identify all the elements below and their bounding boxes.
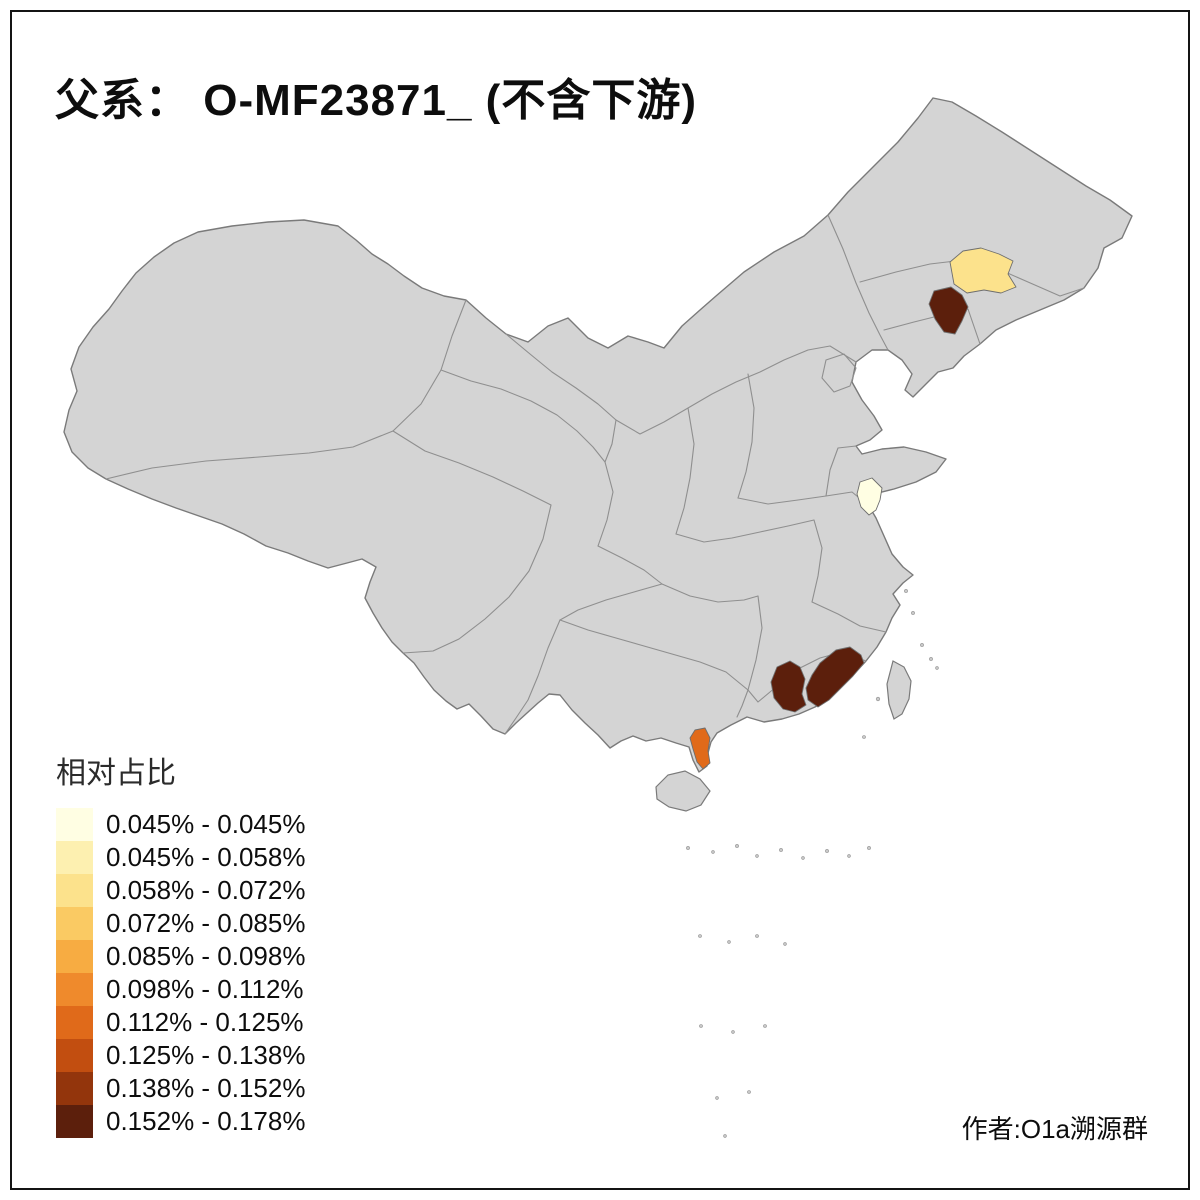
legend-row: 0.112% - 0.125% <box>56 1006 305 1039</box>
china-mainland <box>63 97 1133 773</box>
province-border <box>597 461 614 547</box>
small-islands <box>686 589 939 1138</box>
province-border <box>505 333 617 421</box>
region-leizhou-orange <box>689 727 711 770</box>
legend-row: 0.045% - 0.058% <box>56 841 305 874</box>
province-border <box>559 619 749 691</box>
legend-label: 0.085% - 0.098% <box>106 941 306 971</box>
legend-swatch <box>56 1105 93 1138</box>
legend-label: 0.045% - 0.058% <box>106 842 306 872</box>
region-southeast-coast-dark <box>805 646 865 708</box>
province-border <box>504 619 561 735</box>
province-border <box>747 595 763 691</box>
legend-row: 0.152% - 0.178% <box>56 1105 305 1138</box>
legend-row: 0.085% - 0.098% <box>56 940 305 973</box>
province-border <box>675 407 695 535</box>
legend-swatch <box>56 1006 93 1039</box>
legend-label: 0.072% - 0.085% <box>106 908 306 938</box>
taiwan-island <box>886 660 912 720</box>
region-northeast-dark <box>928 286 969 335</box>
legend-row: 0.045% - 0.045% <box>56 808 305 841</box>
legend: 相对占比 0.045% - 0.045% 0.045% - 0.058% 0.0… <box>56 748 305 1138</box>
legend-title: 相对占比 <box>56 757 176 790</box>
legend-swatch <box>56 973 93 1006</box>
map-title: 父系： O-MF23871_ (不含下游) <box>55 76 697 125</box>
province-border <box>440 369 606 463</box>
legend-swatch <box>56 808 93 841</box>
province-border <box>402 504 552 654</box>
legend-label: 0.125% - 0.138% <box>106 1040 306 1070</box>
hainan-island <box>655 770 711 812</box>
province-border <box>737 373 755 499</box>
province-border <box>737 491 870 507</box>
region-guangdong-dark <box>770 660 807 713</box>
legend-row: 0.125% - 0.138% <box>56 1039 305 1072</box>
legend-label: 0.138% - 0.152% <box>106 1073 306 1103</box>
province-border <box>597 545 663 585</box>
province-border <box>559 583 663 621</box>
legend-swatch <box>56 1072 93 1105</box>
legend-swatch <box>56 940 93 973</box>
legend-swatch <box>56 1039 93 1072</box>
province-border <box>811 601 887 633</box>
province-border <box>827 214 889 351</box>
province-border <box>661 583 759 603</box>
legend-row: 0.098% - 0.112% <box>56 973 305 1006</box>
province-border <box>675 519 815 543</box>
legend-label: 0.152% - 0.178% <box>106 1106 306 1136</box>
legend-row: 0.058% - 0.072% <box>56 874 305 907</box>
province-border <box>105 299 467 480</box>
legend-rows: 0.045% - 0.045% 0.045% - 0.058% 0.058% -… <box>56 808 305 1138</box>
province-border <box>825 445 857 497</box>
legend-swatch <box>56 841 93 874</box>
legend-row: 0.138% - 0.152% <box>56 1072 305 1105</box>
legend-row: 0.072% - 0.085% <box>56 907 305 940</box>
legend-label: 0.098% - 0.112% <box>106 974 304 1004</box>
province-border <box>821 353 857 393</box>
province-borders <box>105 214 1085 735</box>
author-credit: 作者:O1a溯源群 <box>961 1114 1148 1144</box>
legend-swatch <box>56 907 93 940</box>
region-jilin-light <box>949 247 1017 294</box>
province-border <box>615 345 857 435</box>
legend-label: 0.045% - 0.045% <box>106 809 306 839</box>
province-border <box>736 689 749 718</box>
province-border <box>811 519 823 603</box>
region-jiangsu-pale <box>856 477 883 516</box>
province-border <box>604 419 617 463</box>
legend-label: 0.112% - 0.125% <box>106 1007 304 1037</box>
province-border <box>392 430 552 506</box>
legend-label: 0.058% - 0.072% <box>106 875 306 905</box>
legend-swatch <box>56 874 93 907</box>
